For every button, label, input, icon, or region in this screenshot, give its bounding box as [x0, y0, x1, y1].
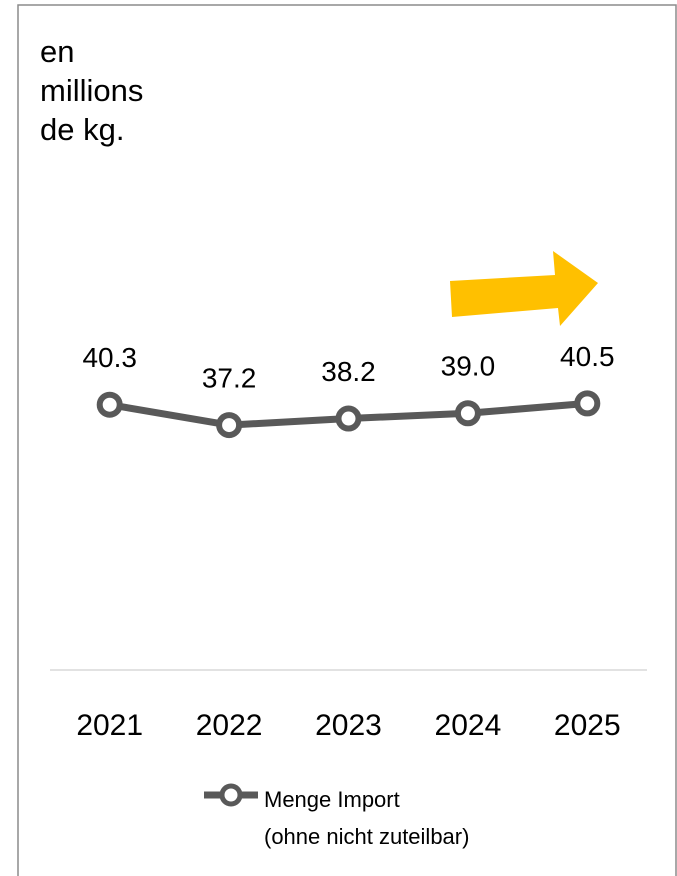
- x-tick-label: 2021: [76, 709, 143, 742]
- data-label: 40.3: [82, 342, 137, 373]
- data-label: 39.0: [441, 351, 496, 382]
- frame: [17, 4, 677, 876]
- point-marker: [335, 405, 362, 432]
- x-tick-label: 2023: [315, 709, 382, 742]
- point-marker: [216, 412, 243, 439]
- x-tick-label: 2024: [435, 709, 502, 742]
- data-label: 38.2: [321, 356, 376, 387]
- trend-arrow: [450, 251, 598, 326]
- legend-label: Menge Import (ohne nicht zuteilbar): [264, 787, 470, 849]
- x-tick-label: 2025: [554, 709, 621, 742]
- point-marker: [574, 390, 601, 417]
- x-tick-label: 2022: [196, 709, 263, 742]
- legend-marker: [219, 783, 243, 807]
- data-label: 37.2: [202, 362, 257, 393]
- point-marker: [454, 400, 481, 427]
- data-label: 40.5: [560, 341, 615, 372]
- point-marker: [96, 391, 123, 418]
- y-axis-label: en millions de kg.: [40, 34, 144, 147]
